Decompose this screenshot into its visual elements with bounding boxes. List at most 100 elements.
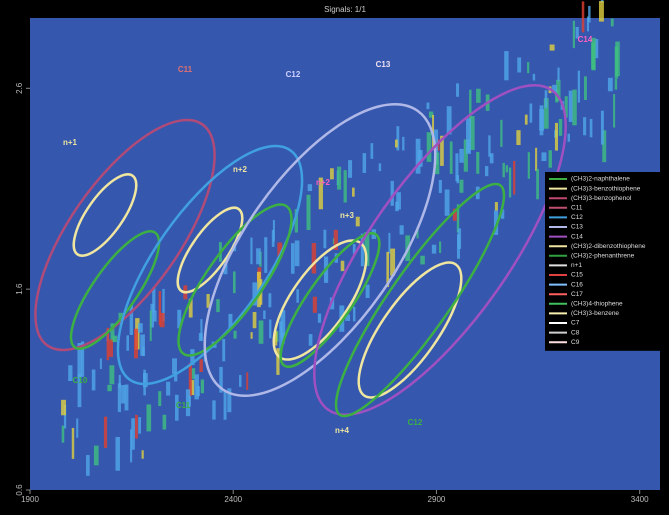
streak	[190, 379, 195, 396]
legend-label: C11	[571, 205, 583, 212]
streak	[250, 237, 253, 265]
streak	[476, 151, 480, 174]
streak	[77, 343, 82, 378]
texture	[61, 0, 620, 476]
streak	[444, 189, 450, 216]
streak	[175, 394, 179, 421]
regions	[34, 84, 567, 418]
streak	[212, 400, 216, 420]
region-outline	[313, 84, 567, 416]
annotation: C13	[376, 60, 391, 69]
streak	[577, 70, 581, 103]
streak	[345, 314, 351, 321]
y-tick-label: 0.6	[15, 484, 24, 496]
streak	[613, 94, 616, 128]
streak	[188, 363, 192, 396]
legend-label: C8	[571, 329, 580, 336]
region-outline	[116, 144, 304, 386]
streak	[500, 209, 505, 219]
streak	[308, 334, 313, 346]
streak	[399, 225, 404, 235]
streak	[505, 165, 509, 173]
streak	[529, 103, 533, 123]
legend-label: C13	[571, 224, 583, 231]
streak	[198, 333, 203, 342]
streak	[610, 18, 614, 27]
streak	[103, 416, 108, 448]
streak	[129, 305, 134, 335]
streak	[572, 20, 575, 49]
streak	[438, 179, 442, 193]
streak	[554, 122, 558, 151]
streak	[150, 303, 154, 328]
streak	[396, 126, 400, 151]
legend-label: C16	[571, 281, 583, 288]
streak	[365, 284, 370, 299]
streak	[549, 44, 555, 51]
legend-label: C9	[571, 339, 580, 346]
x-tick-label: 2900	[428, 495, 446, 504]
streak	[138, 417, 142, 434]
annotation: C14	[578, 35, 593, 44]
streak	[390, 180, 394, 206]
streak	[294, 240, 300, 267]
streak	[396, 192, 401, 210]
region-outline	[334, 182, 506, 418]
streak	[106, 327, 110, 361]
streak	[587, 16, 590, 32]
streak	[107, 384, 112, 392]
streak	[469, 116, 475, 150]
streak	[426, 132, 432, 162]
streak	[504, 51, 509, 81]
streak	[131, 418, 135, 450]
streak	[63, 404, 67, 429]
streak	[200, 379, 205, 394]
chart-title: Signals: 1/1	[324, 5, 366, 14]
streak	[172, 358, 177, 374]
streak	[306, 194, 311, 230]
streak	[378, 163, 382, 172]
region-outline	[203, 103, 437, 397]
annotation: n+2	[233, 165, 248, 174]
annotation: C12	[286, 70, 301, 79]
streak	[488, 135, 491, 157]
streak	[449, 141, 453, 174]
annotation: n+3	[340, 211, 355, 220]
legend-label: (CH3)3-benzene	[571, 310, 619, 317]
streak	[296, 289, 299, 303]
legend-label: C12	[571, 214, 583, 221]
streak	[291, 243, 295, 274]
streak	[452, 208, 457, 221]
streak	[557, 67, 560, 81]
streak	[323, 229, 327, 249]
streak	[279, 321, 283, 351]
streak	[484, 166, 489, 177]
annotation: n+4	[335, 426, 350, 435]
streak	[390, 248, 396, 276]
streak	[340, 260, 345, 272]
streak	[130, 429, 133, 463]
streak	[581, 1, 585, 33]
legend-label: C14	[571, 233, 583, 240]
streak	[607, 77, 613, 92]
streak	[252, 312, 257, 329]
streak	[502, 162, 505, 178]
annotation: C12	[408, 418, 423, 427]
streak	[594, 39, 599, 59]
streak	[115, 436, 120, 471]
streak	[415, 138, 421, 174]
streak	[370, 143, 374, 159]
x-tick-label: 3400	[631, 495, 649, 504]
legend-label: (CH3)2-phenanthrene	[571, 253, 635, 260]
streak	[517, 57, 522, 73]
streak	[493, 210, 499, 235]
streak	[312, 296, 317, 313]
streak	[117, 383, 122, 413]
streak	[93, 445, 99, 466]
streak	[541, 152, 547, 162]
streak	[162, 414, 167, 430]
streak	[457, 228, 462, 249]
streak	[575, 26, 579, 39]
streak	[532, 73, 536, 81]
streak	[524, 114, 528, 125]
